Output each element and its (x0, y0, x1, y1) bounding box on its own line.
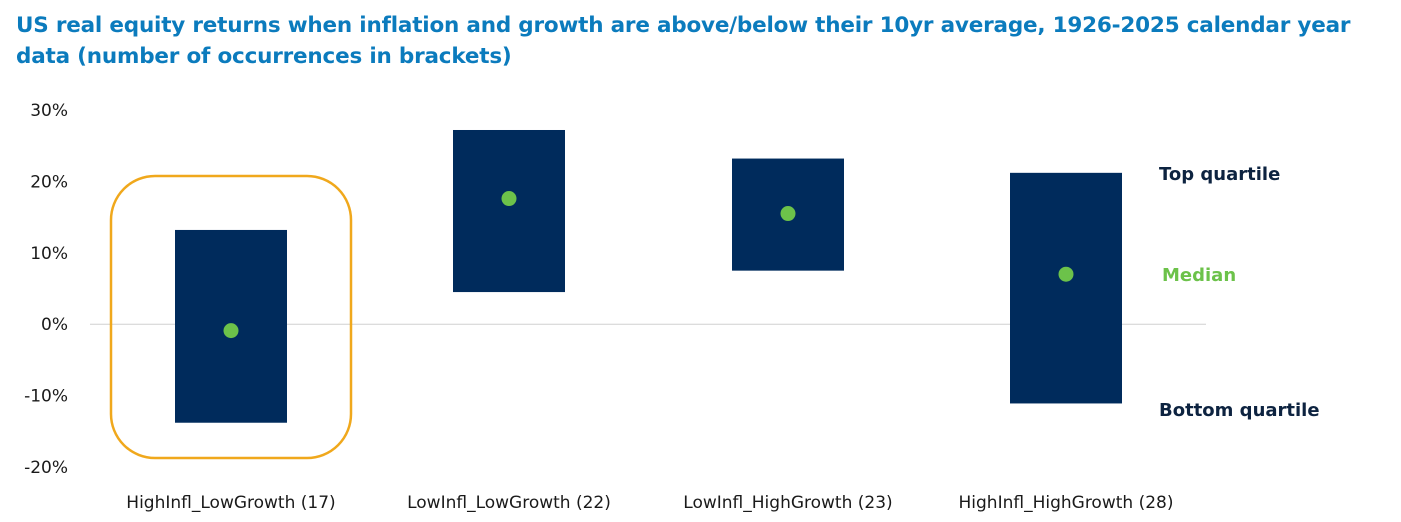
y-axis: 30% 20% 10% 0% -10% -20% (24, 101, 68, 478)
legend-bottom-quartile: Bottom quartile (1159, 400, 1320, 421)
category-label: LowInfl_HighGrowth (23) (683, 493, 892, 513)
median-point (1058, 266, 1074, 282)
highlight-group (109, 174, 353, 460)
legend-top-quartile: Top quartile (1159, 164, 1280, 185)
median-point (501, 191, 517, 207)
category-label: LowInfl_LowGrowth (22) (407, 493, 611, 513)
y-tick-label: 10% (30, 244, 68, 264)
y-tick-label: 20% (30, 172, 68, 192)
category-label: HighInfl_LowGrowth (17) (126, 493, 335, 513)
y-tick-label: 0% (41, 315, 68, 335)
median-point (780, 206, 796, 222)
highlight-frame (109, 174, 353, 460)
category-label: HighInfl_HighGrowth (28) (959, 493, 1174, 513)
medians (223, 191, 1074, 339)
chart-title: US real equity returns when inflation an… (16, 13, 1351, 69)
x-axis: HighInfl_LowGrowth (17) LowInfl_LowGrowth… (126, 493, 1173, 513)
quartile-box (1010, 172, 1122, 404)
legend-median: Median (1162, 265, 1236, 286)
quartile-box (453, 129, 565, 293)
y-tick-label: 30% (30, 101, 68, 121)
y-tick-label: -20% (24, 458, 68, 478)
y-tick-label: -10% (24, 387, 68, 407)
boxes (175, 129, 1122, 423)
median-point (223, 323, 239, 339)
legend: Top quartile Median Bottom quartile (1159, 164, 1320, 421)
